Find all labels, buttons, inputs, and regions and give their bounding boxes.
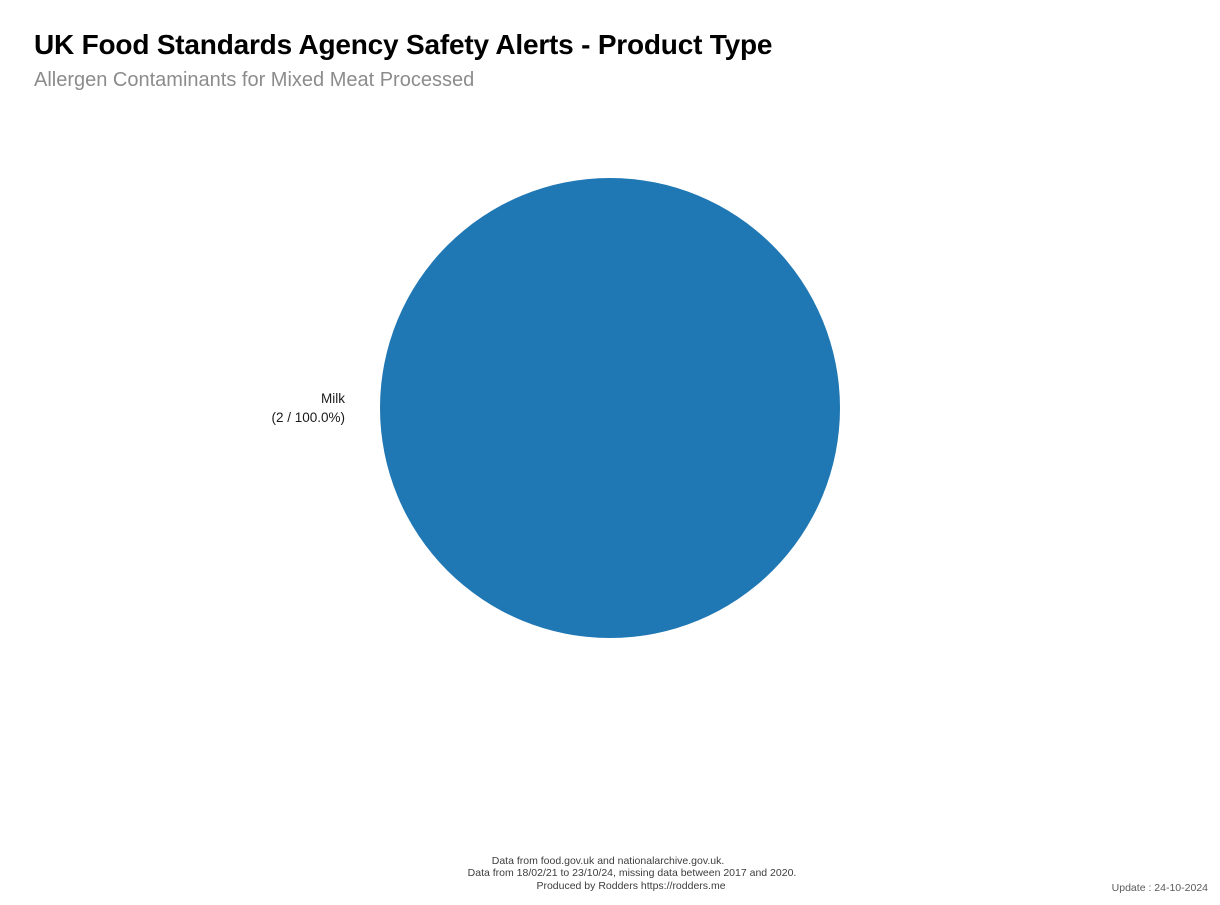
pie-chart	[380, 178, 840, 638]
pie-slice-label-value: (2 / 100.0%)	[271, 410, 345, 425]
pie-slice-label-name: Milk	[321, 391, 345, 406]
pie-slice-milk	[380, 178, 840, 638]
page-subtitle: Allergen Contaminants for Mixed Meat Pro…	[34, 69, 475, 91]
update-date-stamp: Update : 24-10-2024	[1111, 882, 1208, 894]
footer-credit-line: Produced by Rodders https://rodders.me	[536, 880, 726, 892]
pie-slice-label-milk: Milk (2 / 100.0%)	[271, 389, 345, 427]
footer-daterange-line: Data from 18/02/21 to 23/10/24, missing …	[467, 867, 797, 879]
footer-source-line: Data from food.gov.uk and nationalarchiv…	[491, 855, 725, 867]
page-title: UK Food Standards Agency Safety Alerts -…	[34, 29, 773, 60]
